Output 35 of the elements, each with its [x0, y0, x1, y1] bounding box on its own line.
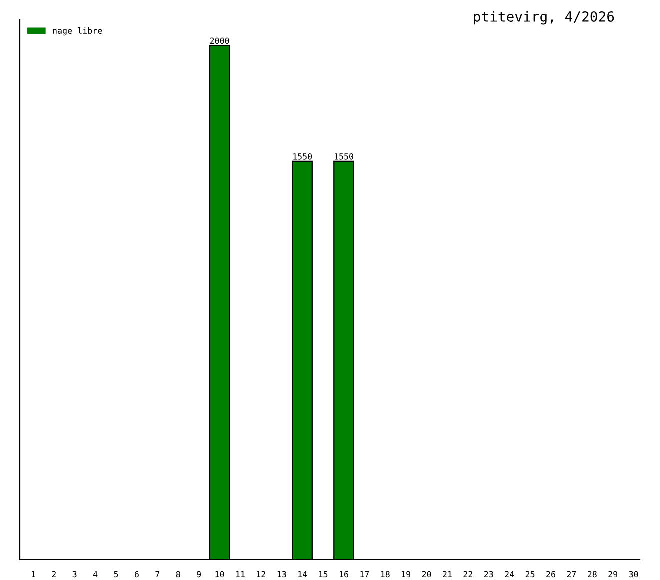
x-tick-label: 21	[443, 571, 452, 578]
chart-title: ptitevirg, 4/2026	[474, 11, 614, 25]
data-label: 2000	[210, 38, 230, 44]
x-tick-label: 23	[484, 571, 494, 578]
x-tick-label: 14	[298, 571, 308, 578]
x-tick-label: 27	[567, 571, 576, 578]
x-tick-label: 8	[176, 571, 180, 578]
x-tick-label: 25	[526, 571, 535, 578]
x-tick-label: 20	[422, 571, 432, 578]
x-tick-label: 7	[156, 571, 160, 578]
x-tick-label: 6	[134, 571, 139, 578]
data-label: 1550	[294, 154, 312, 160]
x-tick-label: 10	[216, 571, 224, 578]
x-tick-label: 18	[381, 571, 390, 578]
x-tick-label: 5	[114, 571, 118, 578]
x-tick-label: 29	[608, 571, 618, 578]
x-tick-label: 12	[257, 571, 266, 578]
x-tick-label: 22	[464, 571, 472, 578]
x-tick-label: 24	[505, 571, 514, 578]
data-label: 1550	[334, 154, 354, 160]
x-tick-label: 15	[319, 571, 328, 578]
x-tick-label: 16	[340, 571, 348, 578]
x-tick-label: 19	[402, 571, 411, 578]
x-tick-label: 17	[360, 571, 370, 578]
x-tick-label: 28	[588, 571, 597, 578]
x-tick-label: 11	[236, 571, 245, 578]
x-tick-label: 9	[197, 571, 202, 578]
x-tick-label: 26	[546, 571, 556, 578]
x-tick-label: 13	[278, 571, 286, 578]
legend-label: nage libre	[53, 28, 102, 36]
x-tick-label: 3	[72, 571, 77, 578]
x-tick-label: 2	[52, 571, 56, 578]
x-tick-label: 30	[629, 571, 638, 578]
x-tick-label: 1	[32, 571, 36, 578]
x-tick-label: 4	[93, 571, 98, 578]
